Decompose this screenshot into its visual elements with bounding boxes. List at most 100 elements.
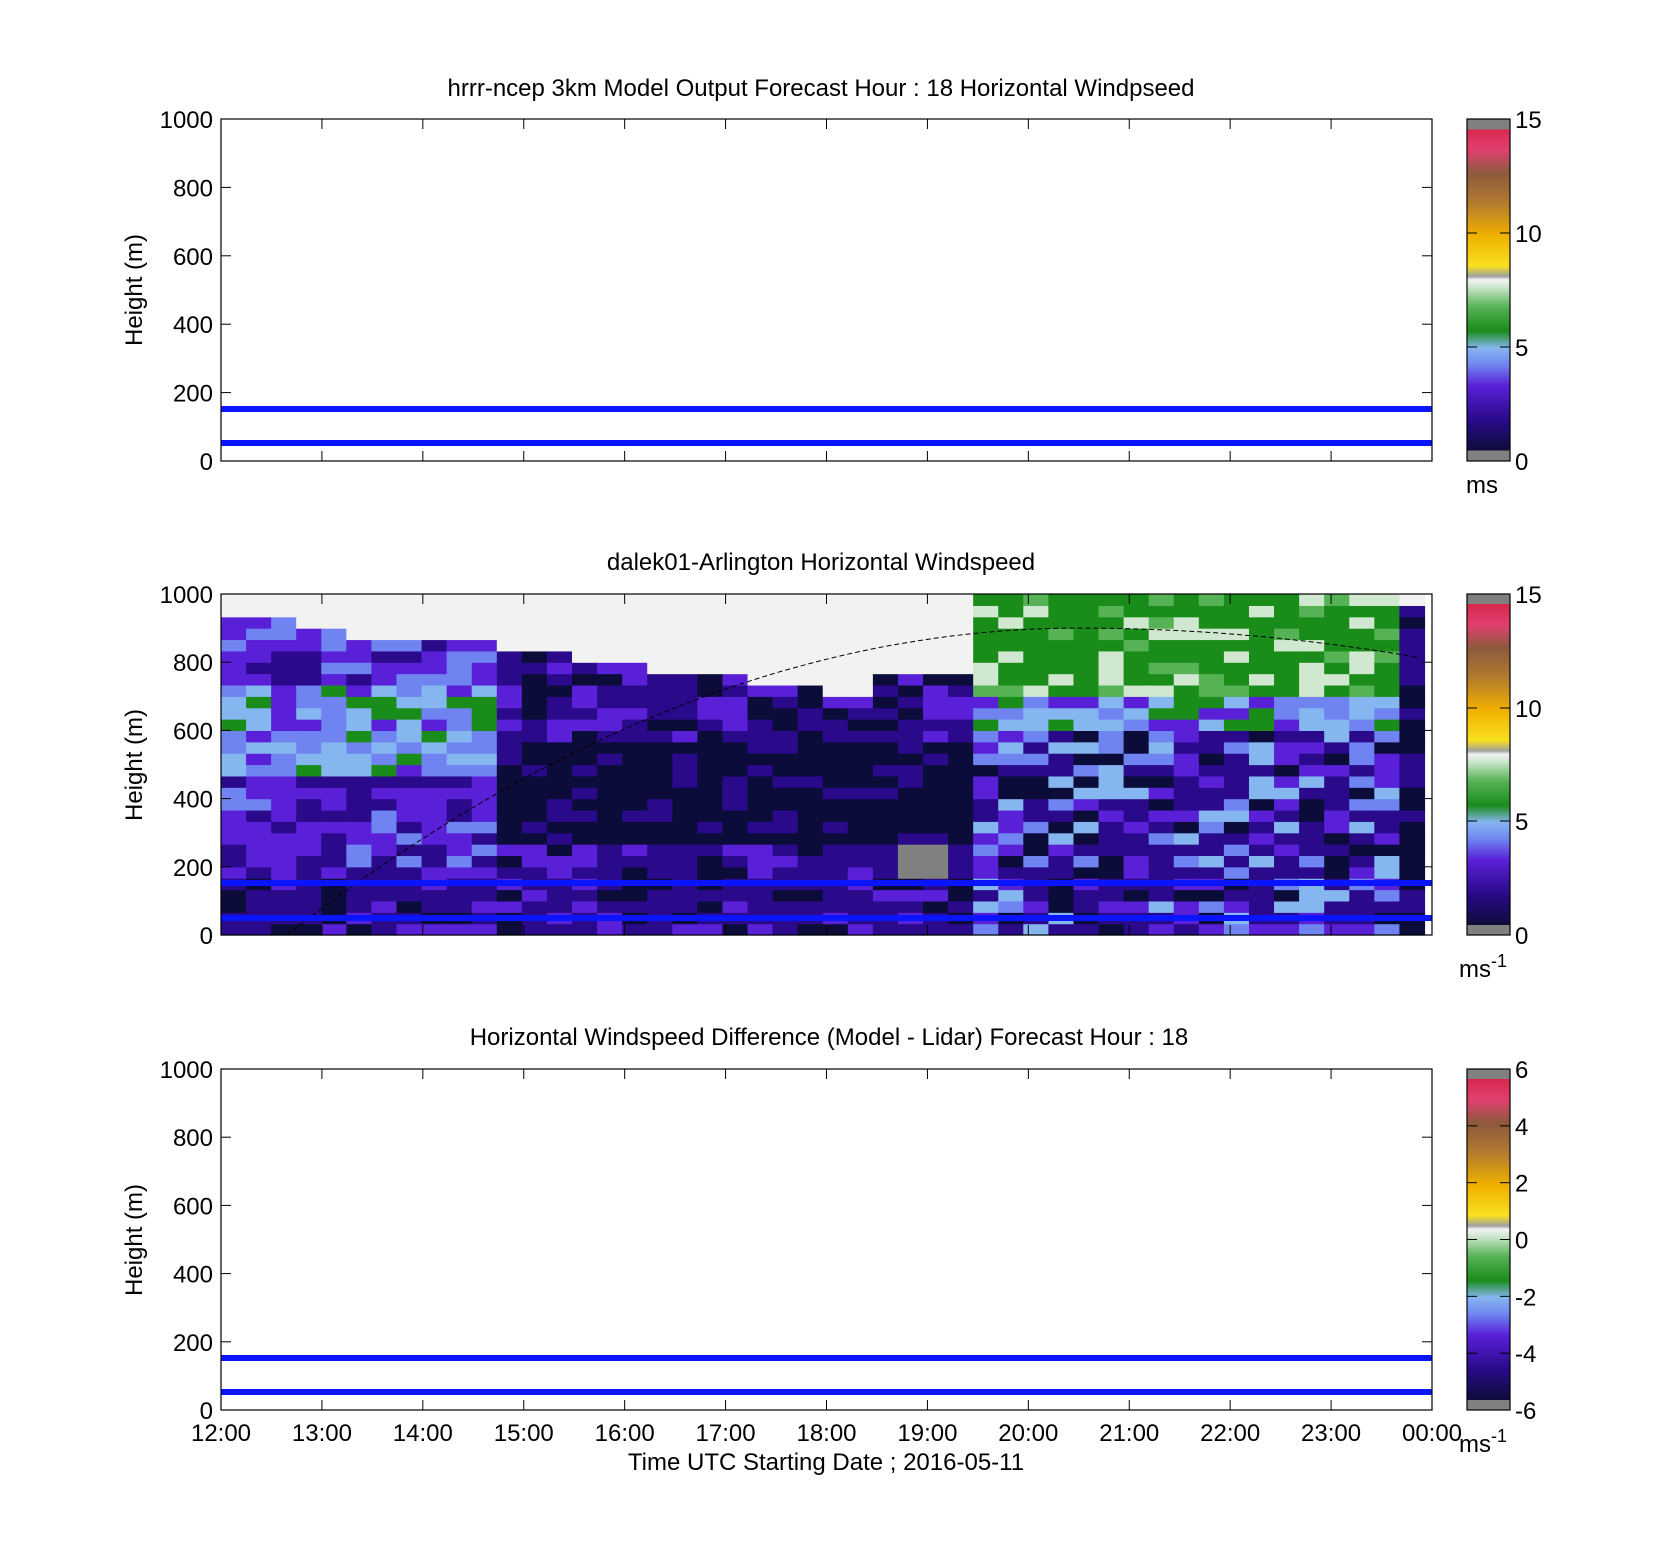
heatmap-cell (622, 844, 648, 857)
heatmap-cell (847, 650, 874, 663)
heatmap-cell (822, 730, 849, 743)
heatmap-cell (1048, 594, 1075, 606)
heatmap-cell (396, 696, 423, 709)
heatmap-cell (672, 832, 698, 845)
heatmap-cell (847, 832, 874, 845)
heatmap-cell (923, 594, 949, 606)
chart-title-model: hrrr-ncep 3km Model Output Forecast Hour… (448, 75, 1195, 102)
heatmap-cell (246, 730, 272, 743)
heatmap-cell (1123, 639, 1150, 652)
heatmap-cell (1349, 798, 1375, 811)
heatmap-cell (672, 866, 698, 879)
heatmap-cell (998, 616, 1024, 629)
heatmap-cell (847, 639, 874, 652)
heatmap-cell (396, 753, 423, 766)
heatmap-cell (1098, 889, 1125, 902)
heatmap-cell (923, 753, 949, 766)
heatmap-cell (396, 605, 423, 618)
heatmap-cell (973, 741, 999, 754)
heatmap-cell (271, 832, 297, 845)
heatmap-cell (672, 696, 698, 709)
heatmap-cell (1198, 628, 1225, 641)
heatmap-cell (697, 650, 724, 663)
heatmap-cell (296, 662, 322, 675)
heatmap-cell (546, 923, 573, 936)
heatmap-cell (847, 707, 874, 720)
heatmap-cell (521, 696, 548, 709)
heatmap-cell (897, 628, 924, 641)
heatmap-cell (296, 730, 322, 743)
heatmap-cell (572, 787, 598, 800)
heatmap-cell (897, 764, 924, 777)
heatmap-cell (546, 900, 573, 913)
heatmap-cell (296, 605, 322, 618)
heatmap-cell (1399, 605, 1426, 618)
heatmap-cell (1123, 844, 1150, 857)
heatmap-cell (471, 662, 498, 675)
heatmap-cell (446, 594, 473, 606)
heatmap-cell (1399, 662, 1426, 675)
heatmap-cell (923, 730, 949, 743)
heatmap-cell (1349, 787, 1375, 800)
heatmap-cell (1274, 741, 1300, 754)
y-ticks-difference: 0 200 400 600 800 1000 (160, 1057, 1432, 1425)
heatmap-cell (546, 662, 573, 675)
heatmap-cell (622, 707, 648, 720)
heatmap-cell (772, 855, 799, 868)
y-tick-label: 800 (173, 1125, 213, 1152)
heatmap-cell (1048, 798, 1075, 811)
heatmap-cell (1123, 775, 1150, 788)
heatmap-cell (371, 628, 398, 641)
heatmap-cell (321, 650, 347, 663)
heatmap-cell (421, 764, 448, 777)
heatmap-cell (1098, 707, 1125, 720)
heatmap-cell (1098, 684, 1125, 697)
heatmap-cell (897, 696, 924, 709)
heatmap-cell (697, 628, 724, 641)
heatmap-cell (747, 684, 774, 697)
heatmap-cell (496, 798, 523, 811)
heatmap-cell (1324, 855, 1350, 868)
heatmap-cell (271, 741, 297, 754)
heatmap-cell (271, 650, 297, 663)
heatmap-cell (1374, 844, 1401, 857)
heatmap-cell (647, 753, 673, 766)
heatmap-cell (271, 764, 297, 777)
heatmap-cell (697, 889, 724, 902)
heatmap-cell (1123, 798, 1150, 811)
heatmap-cell (321, 798, 347, 811)
heatmap-cell (847, 741, 874, 754)
heatmap-cell (1349, 650, 1375, 663)
heatmap-cell (246, 616, 272, 629)
heatmap-cell (421, 628, 448, 641)
heatmap-cell (321, 616, 347, 629)
heatmap-cell (321, 719, 347, 731)
heatmap-cell (897, 900, 924, 913)
heatmap-cell (1223, 900, 1250, 913)
colorbar-tick-label: -4 (1515, 1341, 1536, 1368)
heatmap-cell (797, 821, 824, 834)
heatmap-cell (672, 889, 698, 902)
heatmap-cell (1148, 605, 1175, 618)
heatmap-cell (697, 616, 724, 629)
heatmap-cell (998, 730, 1024, 743)
heatmap-cell (296, 650, 322, 663)
heatmap-cell (521, 594, 548, 606)
heatmap-cell (747, 753, 774, 766)
heatmap-cell (847, 787, 874, 800)
heatmap-cell (1073, 594, 1100, 606)
heatmap-cell (1299, 741, 1325, 754)
heatmap-cell (1048, 821, 1075, 834)
heatmap-cell (772, 764, 799, 777)
heatmap-cell (772, 923, 799, 936)
heatmap-cell (973, 673, 999, 686)
heatmap-cell (1173, 866, 1200, 879)
heatmap-cell (1374, 605, 1401, 618)
colorbar-ticks-model (1467, 118, 1510, 462)
heatmap-cell (1299, 889, 1325, 902)
heatmap-cell (923, 616, 949, 629)
colorbar-ticks-difference (1467, 1068, 1510, 1411)
heatmap-cell (1123, 650, 1150, 663)
heatmap-cell (897, 809, 924, 822)
heatmap-cell (872, 764, 899, 777)
